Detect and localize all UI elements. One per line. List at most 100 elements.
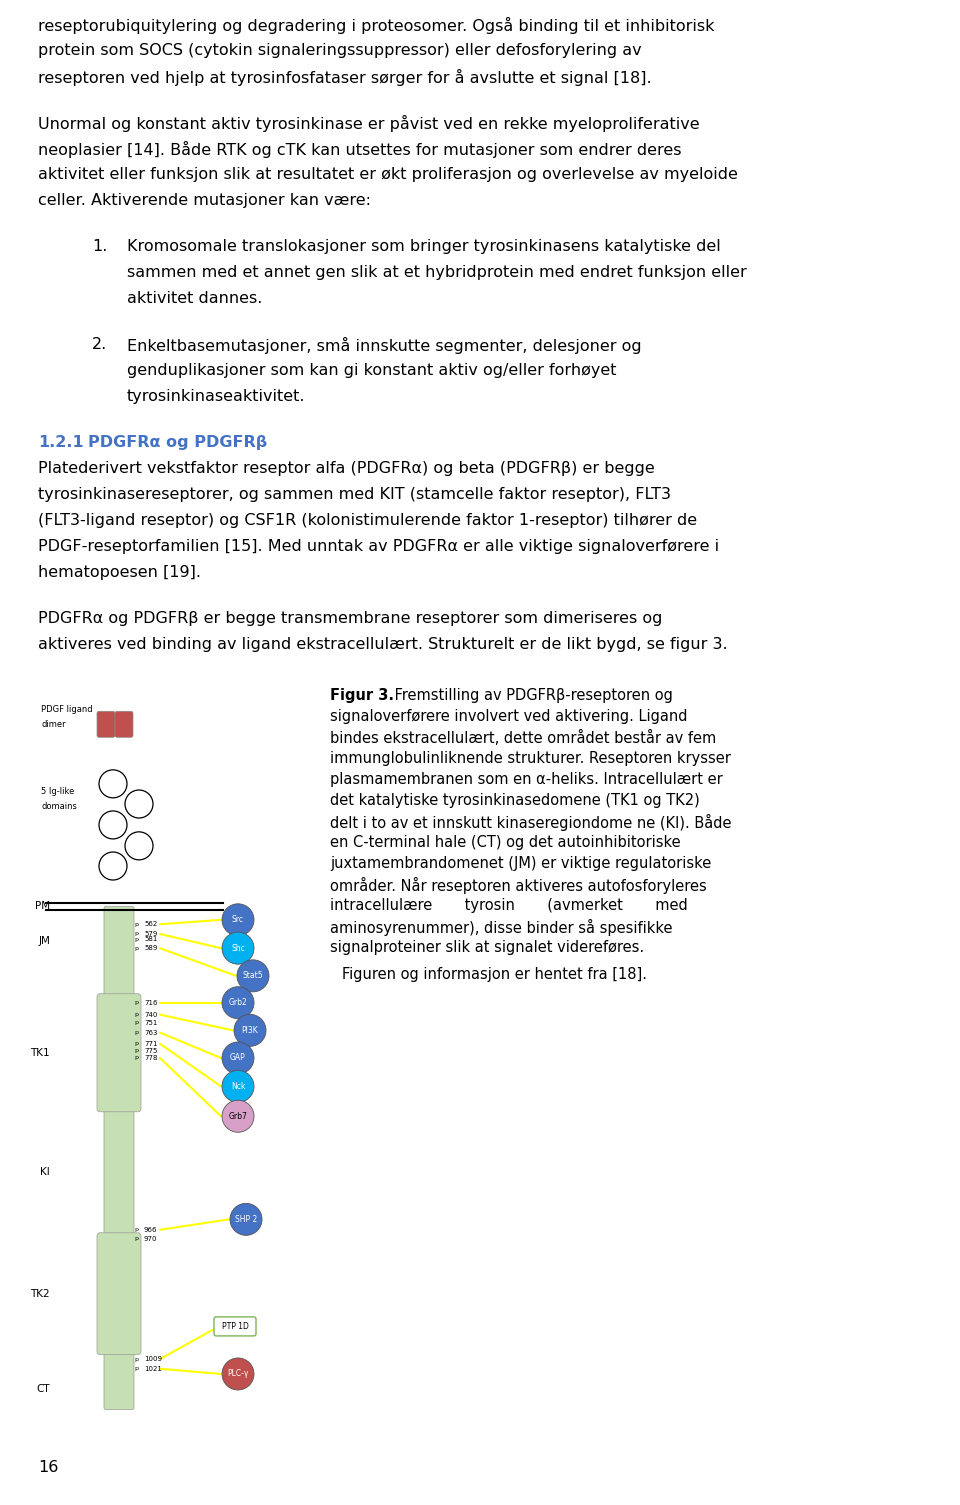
- Text: 562: 562: [144, 921, 157, 927]
- Text: p: p: [134, 932, 138, 936]
- Text: p: p: [134, 936, 138, 942]
- Text: p: p: [134, 1236, 138, 1242]
- Text: PDGF ligand: PDGF ligand: [41, 704, 92, 713]
- Text: plasmamembranen som en α-heliks. Intracellulært er: plasmamembranen som en α-heliks. Intrace…: [330, 772, 723, 787]
- Text: Platederivert vekstfaktor reseptor alfa (PDGFRα) og beta (PDGFRβ) er begge: Platederivert vekstfaktor reseptor alfa …: [38, 461, 655, 476]
- Text: signaloverførere involvert ved aktivering. Ligand: signaloverførere involvert ved aktiverin…: [330, 709, 687, 724]
- Text: p: p: [134, 1047, 138, 1054]
- Circle shape: [222, 905, 254, 936]
- Text: immunglobulinliknende strukturer. Reseptoren krysser: immunglobulinliknende strukturer. Resept…: [330, 751, 731, 766]
- Text: 579: 579: [144, 932, 157, 938]
- Text: neoplasier [14]. Både RTK og cTK kan utsettes for mutasjoner som endrer deres: neoplasier [14]. Både RTK og cTK kan uts…: [38, 141, 682, 158]
- Text: Unormal og konstant aktiv tyrosinkinase er påvist ved en rekke myeloproliferativ: Unormal og konstant aktiv tyrosinkinase …: [38, 114, 700, 132]
- Text: JM: JM: [38, 936, 50, 945]
- FancyBboxPatch shape: [97, 712, 115, 737]
- Text: Stat5: Stat5: [243, 971, 263, 980]
- Text: p: p: [134, 921, 138, 927]
- FancyBboxPatch shape: [214, 1317, 256, 1336]
- Circle shape: [230, 1204, 262, 1236]
- Text: tyrosinkinasereseptorer, og sammen med KIT (stamcelle faktor reseptor), FLT3: tyrosinkinasereseptorer, og sammen med K…: [38, 488, 671, 503]
- Text: p: p: [134, 1227, 138, 1233]
- Text: TK1: TK1: [31, 1047, 50, 1058]
- Text: aktivitet eller funksjon slik at resultatet er økt proliferasjon og overlevelse : aktivitet eller funksjon slik at resulta…: [38, 167, 738, 182]
- Text: domains: domains: [41, 802, 77, 811]
- Text: CT: CT: [36, 1385, 50, 1394]
- Text: 778: 778: [144, 1055, 157, 1061]
- Text: p: p: [134, 1041, 138, 1046]
- Text: 589: 589: [144, 945, 157, 951]
- Text: 775: 775: [144, 1047, 157, 1054]
- Text: p: p: [134, 1356, 138, 1362]
- Text: delt i to av et innskutt kinaseregiondome ne (KI). Både: delt i to av et innskutt kinaseregiondom…: [330, 814, 732, 831]
- Text: Grb7: Grb7: [228, 1112, 248, 1121]
- Circle shape: [222, 1358, 254, 1391]
- Text: sammen med et annet gen slik at et hybridprotein med endret funksjon eller: sammen med et annet gen slik at et hybri…: [127, 265, 747, 280]
- Text: Kromosomale translokasjoner som bringer tyrosinkinasens katalytiske del: Kromosomale translokasjoner som bringer …: [127, 239, 721, 254]
- Text: GAP: GAP: [230, 1054, 246, 1063]
- Text: aminosyrenummer), disse binder så spesifikke: aminosyrenummer), disse binder så spesif…: [330, 920, 673, 936]
- Text: SHP 2: SHP 2: [235, 1215, 257, 1224]
- Text: intracellulære       tyrosin       (avmerket       med: intracellulære tyrosin (avmerket med: [330, 898, 687, 914]
- Text: reseptoren ved hjelp at tyrosinfosfataser sørger for å avslutte et signal [18].: reseptoren ved hjelp at tyrosinfosfatase…: [38, 69, 652, 86]
- Text: PDGF-reseptorfamilien [15]. Med unntak av PDGFRα er alle viktige signaloverfører: PDGF-reseptorfamilien [15]. Med unntak a…: [38, 539, 719, 554]
- Text: 581: 581: [144, 936, 157, 942]
- Circle shape: [222, 1070, 254, 1102]
- Text: Grb2: Grb2: [228, 998, 248, 1007]
- Circle shape: [222, 1041, 254, 1075]
- Text: Fremstilling av PDGFRβ-reseptoren og: Fremstilling av PDGFRβ-reseptoren og: [390, 688, 673, 703]
- Text: 1009: 1009: [144, 1356, 162, 1362]
- Text: PI3K: PI3K: [242, 1026, 258, 1035]
- Text: 763: 763: [144, 1029, 157, 1035]
- Circle shape: [237, 960, 269, 992]
- Text: aktiveres ved binding av ligand ekstracellulært. Strukturelt er de likt bygd, se: aktiveres ved binding av ligand ekstrace…: [38, 637, 728, 652]
- Text: KI: KI: [40, 1168, 50, 1177]
- Text: PDGFRα og PDGFRβ er begge transmembrane reseptorer som dimeriseres og: PDGFRα og PDGFRβ er begge transmembrane …: [38, 611, 662, 626]
- FancyBboxPatch shape: [97, 1233, 141, 1355]
- Text: 16: 16: [38, 1460, 59, 1475]
- Text: p: p: [134, 1029, 138, 1035]
- Text: p: p: [134, 1367, 138, 1371]
- FancyBboxPatch shape: [115, 712, 133, 737]
- Text: p: p: [134, 1013, 138, 1017]
- FancyBboxPatch shape: [104, 906, 134, 1410]
- Text: 1.2.1: 1.2.1: [38, 435, 84, 450]
- Text: Nck: Nck: [230, 1082, 245, 1091]
- Text: Src: Src: [232, 915, 244, 924]
- Circle shape: [222, 932, 254, 965]
- Text: PDGFRα og PDGFRβ: PDGFRα og PDGFRβ: [88, 435, 267, 450]
- Text: bindes ekstracellulært, dette området består av fem: bindes ekstracellulært, dette området be…: [330, 730, 716, 746]
- Circle shape: [234, 1014, 266, 1046]
- Text: 966: 966: [144, 1227, 157, 1233]
- Text: protein som SOCS (cytokin signaleringssuppressor) eller defosforylering av: protein som SOCS (cytokin signaleringssu…: [38, 44, 641, 59]
- Text: 970: 970: [144, 1236, 157, 1242]
- Text: p: p: [134, 1001, 138, 1005]
- Text: 1.: 1.: [92, 239, 108, 254]
- Text: Enkeltbasemutasjoner, små innskutte segmenter, delesjoner og: Enkeltbasemutasjoner, små innskutte segm…: [127, 337, 641, 354]
- Circle shape: [222, 1100, 254, 1132]
- Text: aktivitet dannes.: aktivitet dannes.: [127, 290, 262, 306]
- Text: en C-terminal hale (CT) og det autoinhibitoriske: en C-terminal hale (CT) og det autoinhib…: [330, 835, 681, 850]
- Text: juxtamembrandomenet (JM) er viktige regulatoriske: juxtamembrandomenet (JM) er viktige regu…: [330, 856, 711, 871]
- Text: reseptorubiquitylering og degradering i proteosomer. Også binding til et inhibit: reseptorubiquitylering og degradering i …: [38, 17, 714, 35]
- Text: 2.: 2.: [92, 337, 108, 352]
- Text: Shc: Shc: [231, 944, 245, 953]
- Text: PLC-γ: PLC-γ: [228, 1370, 249, 1379]
- Text: tyrosinkinaseaktivitet.: tyrosinkinaseaktivitet.: [127, 388, 305, 403]
- Text: Figur 3.: Figur 3.: [330, 688, 394, 703]
- Text: genduplikasjoner som kan gi konstant aktiv og/eller forhøyet: genduplikasjoner som kan gi konstant akt…: [127, 363, 616, 378]
- Text: Figuren og informasjon er hentet fra [18].: Figuren og informasjon er hentet fra [18…: [342, 968, 647, 981]
- Text: dimer: dimer: [41, 719, 65, 728]
- Text: p: p: [134, 1020, 138, 1025]
- Text: TK2: TK2: [31, 1288, 50, 1299]
- Text: p: p: [134, 1055, 138, 1061]
- Text: 771: 771: [144, 1041, 157, 1047]
- Text: (FLT3-ligand reseptor) og CSF1R (kolonistimulerende faktor 1-reseptor) tilhører : (FLT3-ligand reseptor) og CSF1R (kolonis…: [38, 513, 697, 528]
- Text: 716: 716: [144, 999, 157, 1005]
- Text: hematopoesen [19].: hematopoesen [19].: [38, 564, 201, 579]
- Text: 740: 740: [144, 1011, 157, 1017]
- FancyBboxPatch shape: [97, 993, 141, 1112]
- Text: PTP 1D: PTP 1D: [222, 1323, 249, 1332]
- Text: det katalytiske tyrosinkinasedomene (TK1 og TK2): det katalytiske tyrosinkinasedomene (TK1…: [330, 793, 700, 808]
- Text: p: p: [134, 945, 138, 951]
- Circle shape: [222, 987, 254, 1019]
